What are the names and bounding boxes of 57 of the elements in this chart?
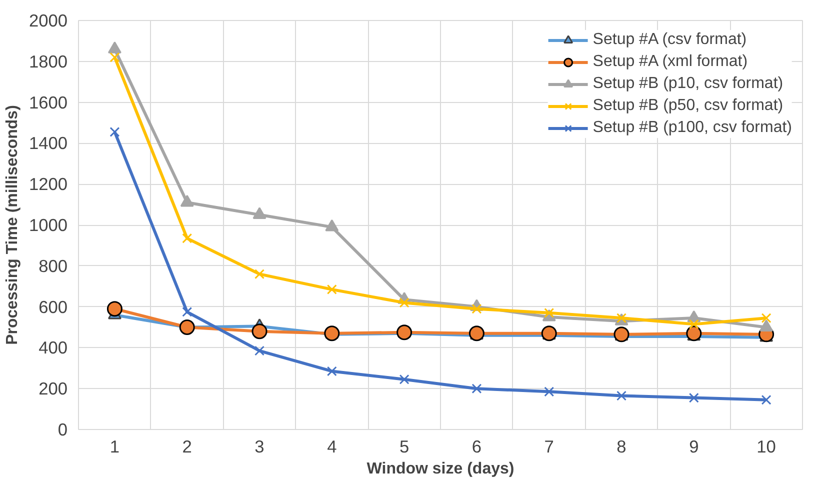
y-tick-label: 2000 (28, 10, 68, 30)
point (110, 126, 120, 137)
y-tick-label: 600 (38, 296, 68, 317)
point (616, 390, 626, 401)
point (182, 306, 192, 317)
x-tick-label: 8 (616, 436, 626, 456)
legend-label: Setup #B (p50, csv format) (592, 97, 784, 115)
point (182, 233, 192, 244)
y-tick-label: 1800 (28, 51, 68, 72)
point (761, 394, 772, 405)
y-tick-label: 1200 (28, 174, 68, 194)
x-tick-label: 2 (182, 436, 192, 456)
point (108, 41, 122, 54)
legend-label: Setup #A (csv format) (592, 31, 747, 49)
x-tick-label: 10 (756, 436, 776, 456)
point (110, 52, 120, 62)
y-tick-label: 1400 (28, 133, 68, 154)
point (254, 269, 264, 280)
x-axis-title: Window size (days) (366, 460, 514, 478)
y-tick-label: 200 (38, 378, 68, 399)
point (106, 301, 122, 317)
point (472, 304, 482, 314)
y-tick-label: 800 (38, 256, 68, 276)
x-tick-label: 1 (110, 436, 120, 456)
point (252, 324, 268, 340)
point (325, 219, 339, 232)
x-tick-label: 4 (327, 436, 338, 456)
point (688, 319, 699, 330)
x-tick-label: 9 (689, 436, 699, 456)
point (686, 326, 702, 342)
point (396, 324, 412, 340)
point (324, 326, 340, 342)
point (179, 320, 195, 335)
point (399, 374, 410, 384)
y-axis-title: Processing Time (milliseconds) (4, 105, 21, 345)
point (544, 386, 554, 397)
point (399, 298, 410, 308)
legend-label: Setup #A (xml format) (592, 53, 748, 71)
x-tick-label: 7 (544, 436, 554, 456)
point (180, 194, 194, 207)
y-tick-label: 1000 (28, 215, 68, 235)
legend-label: Setup #B (p100, csv format) (592, 119, 792, 137)
x-tick-label: 6 (472, 436, 482, 456)
legend-label: Setup #B (p10, csv format) (592, 75, 784, 93)
point (252, 207, 266, 219)
point (688, 392, 699, 403)
x-tick-label: 5 (399, 436, 410, 456)
point (472, 384, 482, 394)
point (254, 346, 264, 356)
point (326, 366, 337, 376)
y-tick-label: 0 (58, 420, 68, 440)
point (326, 284, 337, 294)
point (544, 308, 554, 318)
y-tick-label: 400 (38, 338, 68, 358)
y-tick-label: 1600 (28, 92, 68, 112)
x-tick-label: 3 (254, 436, 264, 456)
point (761, 313, 772, 324)
